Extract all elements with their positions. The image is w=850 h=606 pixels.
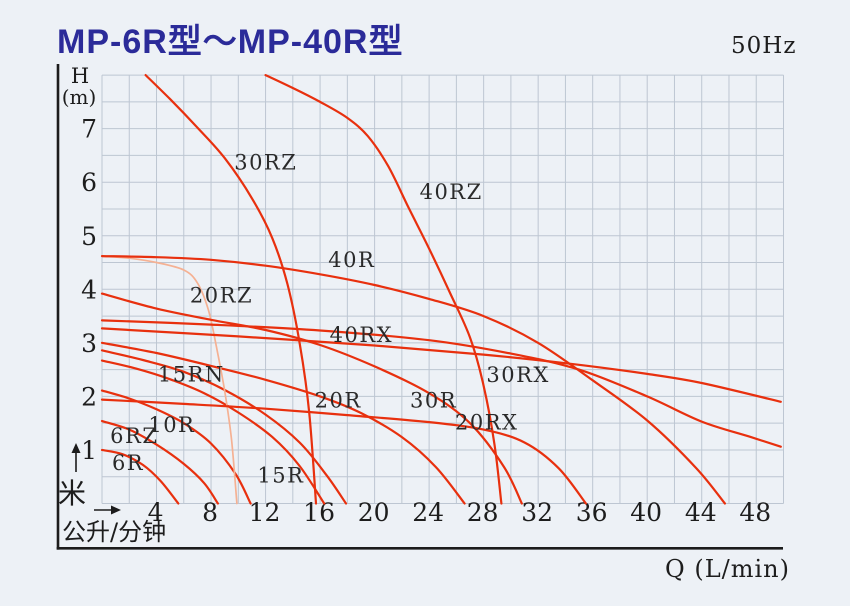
curve-label-6R: 6R (112, 451, 144, 475)
curve-label-30RX: 30RX (486, 363, 549, 387)
curve-15RN (100, 359, 326, 505)
x-tick: 4 (148, 498, 164, 527)
curve-30R (100, 292, 523, 505)
curve-label-40RX: 40RX (330, 323, 393, 347)
y-tick-labels: 1 2 3 4 5 6 7 (81, 115, 97, 465)
curve-6R (100, 448, 180, 505)
y-axis-unit: (m) (62, 85, 97, 109)
up-arrow-icon (71, 443, 81, 453)
curve-label-30RZ: 30RZ (234, 151, 297, 175)
curve-label-15R: 15R (257, 463, 304, 487)
curve-label-20R: 20R (315, 388, 362, 412)
curve-10R (100, 389, 252, 505)
x-axis-unit-cn: 公升/分钟 (62, 518, 166, 546)
x-tick: 8 (202, 498, 218, 527)
curves (100, 74, 782, 505)
curve-30RX (100, 327, 782, 403)
curve-label-40R: 40R (328, 248, 375, 272)
x-tick: 40 (630, 498, 662, 527)
curve-label-20RZ: 20RZ (190, 283, 253, 307)
y-tick: 2 (81, 382, 97, 411)
x-tick: 36 (576, 498, 608, 527)
y-axis-label: H (71, 64, 89, 88)
curve-label-20RX: 20RX (455, 410, 518, 434)
curve-15R (100, 349, 348, 505)
curve-label-10R: 10R (148, 413, 195, 437)
y-tick: 7 (81, 115, 97, 144)
x-tick: 24 (412, 498, 444, 527)
curve-20RX (100, 398, 587, 505)
curve-label-15RN: 15RN (158, 363, 225, 387)
curve-20RZ (101, 255, 238, 505)
axes (56, 64, 783, 550)
right-arrow-icon (111, 505, 121, 515)
x-tick: 44 (685, 498, 717, 527)
x-tick: 28 (467, 498, 499, 527)
x-tick: 20 (358, 498, 390, 527)
frequency-label: 50Hz (731, 33, 797, 59)
y-tick: 1 (81, 436, 97, 465)
y-tick: 5 (81, 222, 97, 251)
y-tick: 3 (81, 329, 97, 358)
curve-40RZ (264, 74, 503, 505)
y-tick: 6 (81, 168, 97, 197)
y-tick: 4 (81, 275, 97, 304)
curve-label-30R: 30R (410, 388, 457, 412)
x-tick-labels: 4 8 12 16 20 24 28 32 36 40 44 48 (148, 498, 772, 527)
x-tick: 12 (249, 498, 281, 527)
curve-40R (100, 254, 726, 505)
curve-label-6RZ: 6RZ (110, 424, 158, 448)
curve-30RZ (144, 74, 318, 505)
curve-20R (100, 341, 466, 505)
x-tick: 32 (521, 498, 553, 527)
grid (101, 74, 784, 504)
curve-6RZ (100, 419, 219, 505)
page-title: MP-6R型～MP-40R型 (57, 23, 404, 61)
x-axis-label: Q (L/min) (665, 555, 790, 583)
curve-40RX (100, 319, 782, 448)
x-tick: 48 (739, 498, 771, 527)
curve-label-40RZ: 40RZ (420, 180, 483, 204)
unit-arrows (71, 443, 121, 515)
x-tick: 16 (303, 498, 335, 527)
y-axis-unit-cn: 米 (58, 477, 86, 510)
